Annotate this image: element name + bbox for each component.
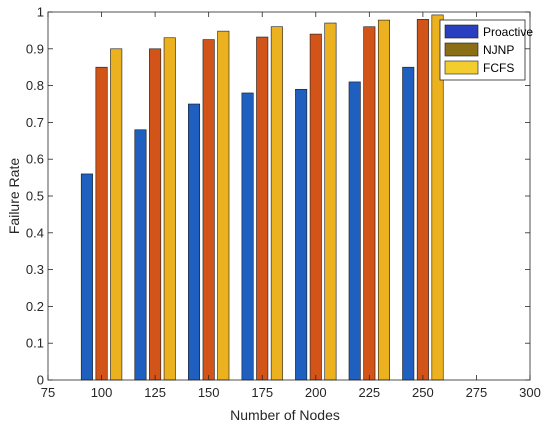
bar-njnp-225: [363, 26, 376, 381]
bar-fcfs-200: [324, 22, 337, 381]
bar-njnp-150: [202, 39, 215, 381]
bar-proactive-100: [80, 173, 93, 381]
legend-label-fcfs: FCFS: [483, 61, 514, 75]
bar-proactive-175: [241, 92, 254, 381]
bar-njnp-100: [95, 66, 108, 381]
bar-fcfs-125: [163, 37, 176, 381]
y-tick-label: 0: [37, 373, 44, 388]
legend-swatch-fcfs: [444, 60, 479, 75]
legend: Proactive NJNP FCFS: [439, 19, 533, 81]
y-tick-label: 0.2: [26, 299, 44, 314]
y-axis-label: Failure Rate: [6, 158, 22, 234]
x-tick-label: 175: [251, 385, 273, 400]
legend-label-njnp: NJNP: [483, 43, 514, 57]
y-tick-label: 0.1: [26, 336, 44, 351]
bar-njnp-250: [416, 19, 429, 381]
y-tick-label: 0.3: [26, 262, 44, 277]
x-tick-label: 300: [519, 385, 541, 400]
bar-proactive-225: [348, 81, 361, 381]
y-tick-label: 0.8: [26, 78, 44, 93]
bar-fcfs-150: [217, 30, 230, 381]
x-tick-label: 225: [358, 385, 380, 400]
bar-fcfs-100: [110, 48, 123, 381]
bar-proactive-125: [134, 129, 147, 381]
y-tick-label: 0.7: [26, 115, 44, 130]
x-tick-label: 275: [466, 385, 488, 400]
bar-njnp-200: [309, 33, 322, 381]
y-tick-label: 0.9: [26, 41, 44, 56]
bar-proactive-150: [188, 103, 201, 381]
bar-proactive-200: [295, 88, 308, 381]
bar-proactive-250: [402, 66, 415, 381]
x-tick-label: 100: [91, 385, 113, 400]
legend-swatch-proactive: [444, 24, 479, 39]
legend-label-proactive: Proactive: [483, 25, 533, 39]
bar-fcfs-225: [377, 19, 390, 381]
x-tick-label: 125: [144, 385, 166, 400]
legend-swatch-njnp: [444, 42, 479, 57]
bar-njnp-125: [149, 48, 162, 381]
y-tick-label: 1: [37, 5, 44, 20]
x-axis-label: Number of Nodes: [230, 407, 340, 423]
x-tick-label: 75: [41, 385, 55, 400]
y-tick-label: 0.4: [26, 225, 44, 240]
y-tick-label: 0.5: [26, 189, 44, 204]
x-tick-label: 150: [198, 385, 220, 400]
x-tick-label: 250: [412, 385, 434, 400]
bar-njnp-175: [256, 36, 269, 381]
bar-fcfs-175: [270, 26, 283, 381]
y-tick-label: 0.6: [26, 152, 44, 167]
axes-group: 75 100 125 150 175 200 225 250 275 300 0 0.1 0.2 0.3 0…: [26, 5, 541, 401]
x-tick-label: 200: [305, 385, 327, 400]
